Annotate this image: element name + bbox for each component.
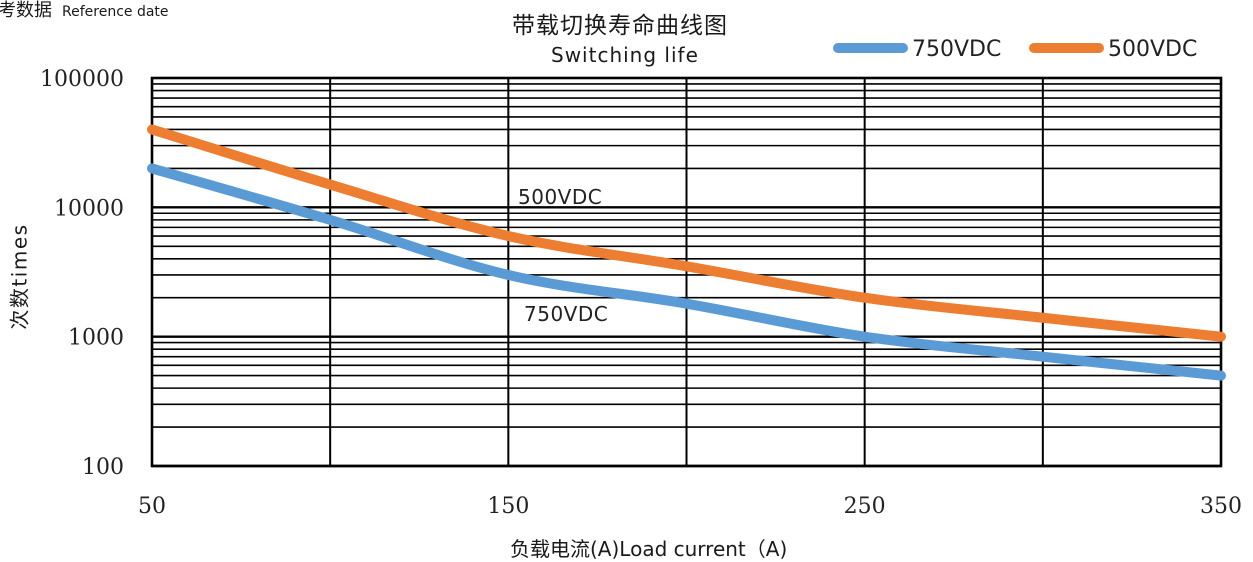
x-tick-label: 250	[844, 494, 886, 519]
y-tick-label: 10000	[54, 196, 124, 221]
x-tick-label: 350	[1200, 494, 1242, 519]
legend-label: 750VDC	[912, 37, 1001, 62]
x-tick-label: 150	[487, 494, 529, 519]
annotation-label: 750VDC	[524, 302, 608, 326]
annotation-label: 500VDC	[518, 185, 602, 209]
grid	[152, 78, 1221, 466]
legend: 750VDC 500VDC	[838, 37, 1197, 62]
y-tick-label: 100	[82, 455, 124, 480]
y-tick-label: 1000	[68, 326, 124, 351]
x-tick-label: 50	[138, 494, 166, 519]
legend-label: 500VDC	[1108, 37, 1197, 62]
y-tick-label: 100000	[40, 67, 124, 92]
